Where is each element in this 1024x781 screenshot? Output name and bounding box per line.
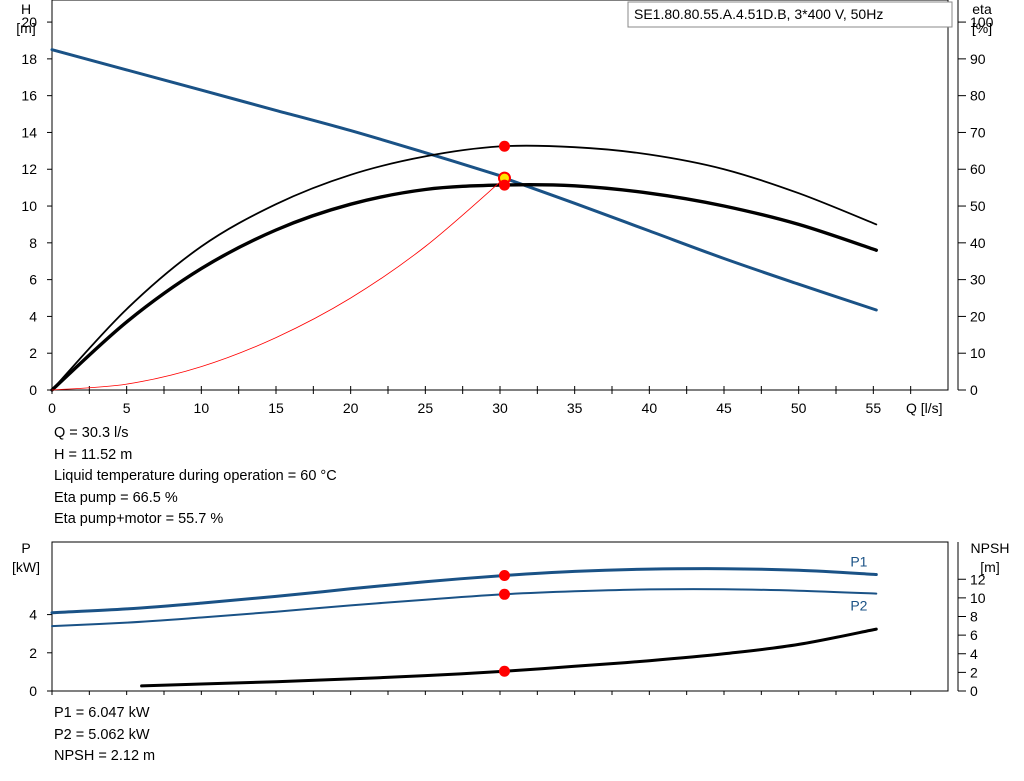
y-left-tick-label: 18: [21, 51, 37, 67]
series-label-p1: P1: [850, 553, 867, 569]
series-curve-3: [51, 177, 505, 391]
y-right-tick-label: 0: [970, 683, 978, 699]
readout-npsh: NPSH = 2.12 m: [54, 748, 156, 764]
y-right-label: NPSH: [971, 540, 1010, 556]
series-curve-0: [50, 567, 878, 615]
readout-liquid-temperature: Liquid temperature during operation = 60…: [54, 468, 337, 484]
title-box: [627, 1, 953, 28]
left-ticks: 0 2 4: [29, 607, 52, 699]
y-left-tick-label: 12: [21, 161, 37, 177]
y-right-unit: [%]: [972, 20, 992, 36]
y-left-label: P: [21, 540, 30, 556]
series-curve-2: [140, 627, 878, 688]
y-left-tick-label: 8: [29, 235, 37, 251]
power-npsh-chart: 0 2 4 0 2 4 6 8 10 12 P [kW] NPSH [m] P1 P2: [12, 540, 1009, 699]
y-right-tick-label: 60: [970, 161, 986, 177]
y-left-tick-label: 6: [29, 272, 37, 288]
x-tick-label: 40: [642, 400, 658, 416]
x-tick-label: 30: [492, 400, 508, 416]
plot-frame: [51, 0, 949, 391]
y-left-unit: [kW]: [12, 559, 40, 575]
x-tick-label: 20: [343, 400, 359, 416]
y-left-label: H: [21, 1, 31, 17]
operating-point-marker: [498, 569, 510, 581]
right-ticks: 0 10 20 30 40 50 60 70 80 90 100: [958, 14, 994, 398]
y-right-tick-label: 80: [970, 88, 986, 104]
readout-eta-pump-motor: Eta pump+motor = 55.7 %: [54, 511, 224, 527]
x-tick-label: 5: [123, 400, 131, 416]
series-curve-0: [50, 48, 878, 312]
right-ticks: 0 2 4 6 8 10 12: [958, 571, 986, 699]
x-axis-label: Q [l/s]: [906, 400, 943, 416]
y-right-tick-label: 6: [970, 627, 978, 643]
x-tick-label: 0: [48, 400, 56, 416]
y-left-tick-label: 2: [29, 345, 37, 361]
y-right-label: eta: [972, 1, 992, 17]
y-right-tick-label: 40: [970, 235, 986, 251]
y-right-unit: [m]: [980, 559, 999, 575]
x-tick-label: 55: [866, 400, 882, 416]
x-tick-label: 35: [567, 400, 583, 416]
y-right-tick-label: 0: [970, 382, 978, 398]
x-tick-label: 15: [268, 400, 284, 416]
operating-point-marker: [498, 665, 510, 677]
left-ticks: 0 2 4 6 8 10 12 14 16 18 20: [21, 14, 52, 398]
y-right-tick-label: 70: [970, 124, 986, 140]
chart-title: SE1.80.80.55.A.4.51D.B, 3*400 V, 50Hz: [634, 6, 883, 22]
y-right-tick-label: 30: [970, 272, 986, 288]
operating-point-marker: [498, 179, 510, 191]
y-left-tick-label: 0: [29, 683, 37, 699]
readout-p1: P1 = 6.047 kW: [54, 705, 150, 721]
y-right-tick-label: 20: [970, 308, 986, 324]
y-left-tick-label: 14: [21, 124, 37, 140]
readout-eta-pump: Eta pump = 66.5 %: [54, 489, 178, 506]
y-right-tick-label: 90: [970, 51, 986, 67]
y-left-tick-label: 4: [29, 308, 37, 324]
y-right-tick-label: 4: [970, 646, 978, 662]
y-right-tick-label: 10: [970, 590, 986, 606]
readout-p2: P2 = 5.062 kW: [54, 726, 150, 743]
y-left-tick-label: 16: [21, 88, 37, 104]
x-tick-label: 50: [791, 400, 807, 416]
x-tick-marks: [51, 691, 912, 695]
y-left-tick-label: 20: [21, 14, 37, 30]
y-right-tick-label: 8: [970, 609, 978, 625]
y-right-tick-label: 10: [970, 345, 986, 361]
x-tick-marks: [51, 386, 912, 394]
power-readout: P1 = 6.047 kW P2 = 5.062 kW NPSH = 2.12 …: [54, 703, 155, 768]
series-label-p2: P2: [850, 598, 867, 614]
series-curve-1: [51, 588, 878, 628]
x-tick-label: 25: [418, 400, 434, 416]
x-tick-label: 10: [194, 400, 210, 416]
y-left-tick-label: 10: [21, 198, 37, 214]
readout-head: H = 11.52 m: [54, 446, 133, 463]
y-left-tick-label: 2: [29, 645, 37, 661]
y-right-tick-label: 2: [970, 664, 978, 680]
y-right-tick-label: 12: [970, 571, 986, 587]
operating-point-marker: [498, 140, 510, 152]
performance-chart: 0 5 10 15 20 25 30 35 40 45 50 55024681012141618200…: [16, 0, 994, 416]
y-left-tick-label: 4: [29, 607, 37, 623]
y-left-unit: [m]: [16, 20, 35, 36]
series-curve-1: [51, 144, 878, 391]
performance-readout: Q = 30.3 l/s H = 11.52 m Liquid temperat…: [54, 423, 337, 531]
x-tick-label: 45: [716, 400, 732, 416]
y-right-tick-label: 100: [970, 14, 994, 30]
series-curve-2: [50, 183, 878, 392]
y-left-tick-label: 0: [29, 382, 37, 398]
operating-point-marker: [498, 588, 510, 600]
y-right-tick-label: 50: [970, 198, 986, 214]
readout-flow: Q = 30.3 l/s: [54, 425, 129, 441]
